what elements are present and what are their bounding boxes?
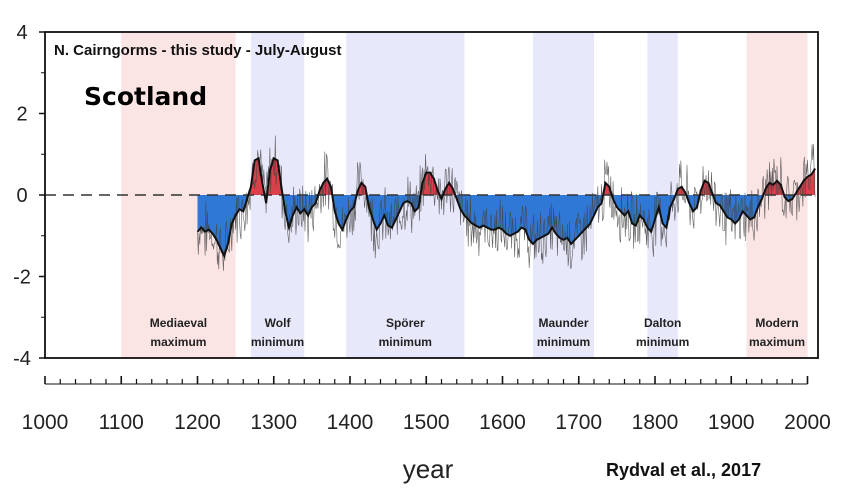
- smoothed-series-line: [196, 156, 816, 259]
- period-label: minimum: [636, 335, 689, 349]
- panel-title: N. Cairngorms - this study - July-August: [54, 42, 342, 59]
- y-tick-label: -2: [13, 267, 31, 289]
- x-tick-label: 2000: [784, 411, 831, 434]
- y-tick-label: 2: [16, 104, 27, 126]
- period-label: Wolf: [265, 316, 292, 330]
- period-labels: Mediaeval maximum Wolf minimum Spörer minimum…: [150, 316, 805, 349]
- x-tick-label: 1100: [99, 411, 144, 434]
- period-label: minimum: [251, 335, 304, 349]
- x-tick-label: 1400: [327, 411, 374, 434]
- y-tick-label: 0: [16, 185, 27, 207]
- period-label: Maunder: [538, 316, 588, 330]
- x-tick-label: 1900: [708, 411, 755, 434]
- period-label: Dalton: [644, 316, 681, 330]
- y-tick-label: -4: [13, 348, 31, 370]
- x-tick-label: 1700: [555, 411, 602, 434]
- region-label: Scotland: [84, 82, 207, 111]
- x-tick-label: 1000: [22, 411, 69, 434]
- smoothed-line: [196, 156, 816, 259]
- x-tick-label: 1500: [403, 411, 450, 434]
- y-tick-label: 4: [16, 22, 27, 44]
- annual-line: [197, 135, 816, 271]
- negative-anomaly-area: [455, 195, 604, 244]
- source-credit: Rydval et al., 2017: [606, 460, 761, 480]
- period-label: minimum: [379, 335, 432, 349]
- annual-series-line: [197, 135, 816, 271]
- period-label: maximum: [749, 335, 805, 349]
- period-label: Mediaeval: [150, 316, 207, 330]
- y-axis: 4 2 0 -2 -4: [13, 22, 45, 370]
- period-label: Modern: [755, 316, 798, 330]
- x-tick-label: 1200: [174, 411, 221, 434]
- negative-anomaly-area: [197, 195, 249, 257]
- period-label: Spörer: [386, 316, 425, 330]
- x-axis: 1000 1100 1200 1300 1400 1500 1600 1700 1800 1900…: [22, 376, 831, 434]
- x-tick-label: 1300: [250, 411, 297, 434]
- x-tick-label: 1600: [479, 411, 526, 434]
- x-tick-label: 1800: [632, 411, 679, 434]
- period-label: minimum: [537, 335, 590, 349]
- x-axis-label: year: [403, 454, 454, 484]
- positive-anomaly-area: [443, 182, 456, 195]
- period-label: maximum: [150, 335, 206, 349]
